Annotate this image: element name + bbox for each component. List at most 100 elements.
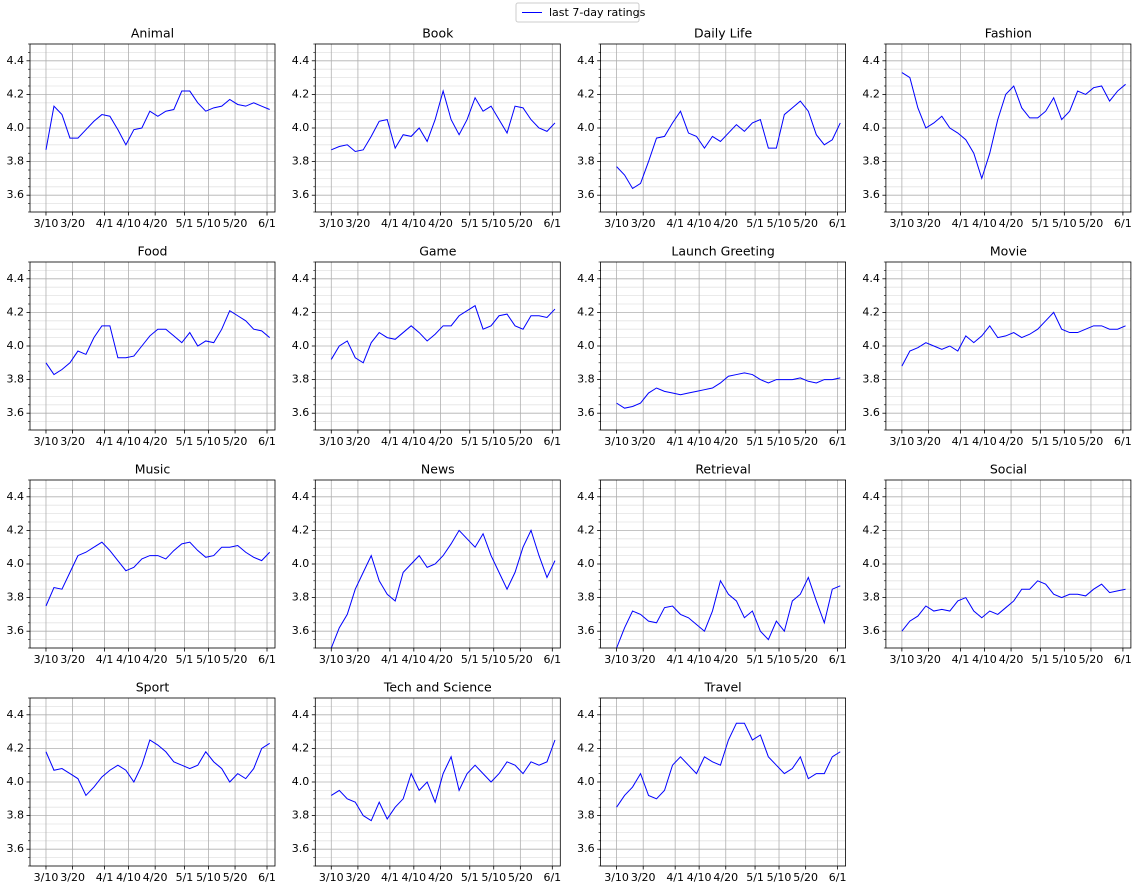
x-tick-label: 5/1 — [746, 871, 764, 884]
panel-title: Movie — [990, 244, 1027, 259]
y-tick-label: 3.8 — [862, 373, 880, 386]
x-tick-label: 5/10 — [767, 435, 792, 448]
y-tick-label: 3.6 — [292, 406, 310, 419]
panel: 3.6 3.8 4.0 4.2 4.4 3/10 3/20 4/1 4/10 4/20 5/1 5/1… — [577, 462, 846, 667]
y-tick-label: 3.8 — [577, 809, 595, 822]
y-tick-label: 3.8 — [577, 155, 595, 168]
y-tick-label: 3.8 — [292, 809, 310, 822]
plot-frame — [29, 479, 276, 649]
x-tick-label: 5/1 — [461, 653, 479, 666]
x-tick-label: 3/10 — [604, 435, 629, 448]
legend: last 7-day ratings — [515, 2, 646, 23]
y-tick-label: 4.0 — [292, 775, 310, 788]
y-tick-label: 3.8 — [292, 373, 310, 386]
panel: 3.6 3.8 4.0 4.2 4.4 3/10 3/20 4/1 4/10 4/20 5/1 5/1… — [7, 244, 276, 449]
y-tick-label: 4.4 — [577, 490, 595, 503]
panel: 3.6 3.8 4.0 4.2 4.4 3/10 3/20 4/1 4/10 4/20 5/1 5/1… — [577, 680, 846, 885]
x-tick-label: 5/20 — [1079, 435, 1104, 448]
x-tick-label: 4/10 — [116, 217, 141, 230]
x-tick-label: 3/10 — [604, 871, 629, 884]
x-tick-label: 3/10 — [890, 435, 915, 448]
y-tick-label: 3.8 — [7, 809, 25, 822]
x-tick-label: 4/10 — [972, 653, 997, 666]
x-tick-label: 4/20 — [713, 435, 738, 448]
x-tick-label: 5/1 — [176, 871, 194, 884]
x-tick-label: 5/1 — [746, 217, 764, 230]
x-tick-label: 4/20 — [428, 435, 453, 448]
x-tick-label: 6/1 — [829, 435, 847, 448]
y-tick-label: 4.0 — [862, 339, 880, 352]
x-tick-label: 5/10 — [1052, 217, 1077, 230]
x-tick-label: 4/10 — [687, 217, 712, 230]
plot-frame — [600, 697, 846, 867]
x-tick-label: 4/1 — [666, 653, 684, 666]
plot-frame — [885, 479, 1132, 649]
line — [616, 372, 841, 409]
x-tick-label: 4/20 — [143, 653, 168, 666]
panel-title: Fashion — [985, 26, 1032, 41]
x-tick-label: 5/20 — [793, 217, 818, 230]
x-tick-label: 5/20 — [793, 653, 818, 666]
y-tick-label: 4.2 — [862, 523, 880, 536]
x-tick-label: 4/1 — [96, 435, 114, 448]
x-tick-label: 5/20 — [793, 435, 818, 448]
x-tick-label: 3/10 — [319, 217, 344, 230]
x-tick-label: 5/10 — [767, 871, 792, 884]
x-tick-label: 5/1 — [461, 435, 479, 448]
y-tick-label: 3.8 — [862, 591, 880, 604]
x-tick-label: 4/10 — [972, 435, 997, 448]
panel: 3.6 3.8 4.0 4.2 4.4 3/10 3/20 4/1 4/10 4/20 5/1 5/1… — [292, 462, 561, 667]
y-tick-label: 4.2 — [292, 523, 310, 536]
line — [616, 722, 841, 808]
x-tick-label: 5/10 — [196, 871, 221, 884]
plot-frame — [885, 43, 1132, 213]
x-tick-label: 6/1 — [258, 653, 276, 666]
y-tick-label: 3.6 — [7, 624, 25, 637]
x-tick-label: 3/10 — [34, 871, 59, 884]
line — [45, 541, 271, 607]
y-tick-label: 3.6 — [862, 624, 880, 637]
y-tick-label: 4.0 — [7, 339, 25, 352]
line — [330, 304, 556, 364]
y-tick-label: 4.0 — [577, 121, 595, 134]
x-tick-label: 5/1 — [1032, 435, 1050, 448]
x-tick-label: 3/20 — [60, 871, 85, 884]
x-tick-label: 4/1 — [381, 435, 399, 448]
y-tick-label: 3.6 — [292, 624, 310, 637]
y-tick-label: 3.8 — [292, 155, 310, 168]
panel-title: News — [421, 462, 455, 477]
x-tick-label: 5/20 — [223, 871, 248, 884]
x-tick-label: 5/1 — [176, 217, 194, 230]
x-tick-label: 3/20 — [916, 435, 941, 448]
x-tick-label: 5/20 — [508, 871, 533, 884]
x-tick-label: 3/10 — [34, 653, 59, 666]
x-tick-label: 5/20 — [508, 435, 533, 448]
x-tick-label: 3/10 — [604, 217, 629, 230]
x-tick-label: 5/10 — [196, 217, 221, 230]
x-tick-label: 4/20 — [143, 217, 168, 230]
x-tick-label: 6/1 — [1114, 217, 1132, 230]
x-tick-label: 4/20 — [713, 653, 738, 666]
x-tick-label: 3/10 — [319, 435, 344, 448]
line — [331, 89, 556, 153]
x-tick-label: 3/20 — [631, 653, 656, 666]
x-tick-label: 3/20 — [346, 435, 371, 448]
x-tick-label: 4/20 — [713, 217, 738, 230]
x-tick-label: 3/20 — [916, 653, 941, 666]
x-tick-label: 6/1 — [543, 871, 561, 884]
x-tick-label: 4/20 — [999, 435, 1024, 448]
x-tick-label: 5/1 — [461, 217, 479, 230]
x-tick-label: 4/1 — [952, 653, 970, 666]
panel: 3.6 3.8 4.0 4.2 4.4 3/10 3/20 4/1 4/10 4/20 5/1 5/1… — [862, 462, 1131, 667]
y-tick-label: 3.8 — [7, 591, 25, 604]
panel-title: Animal — [131, 26, 174, 41]
y-tick-label: 4.4 — [292, 54, 310, 67]
x-tick-label: 4/1 — [96, 653, 114, 666]
y-tick-label: 4.4 — [292, 708, 310, 721]
x-tick-label: 3/10 — [34, 435, 59, 448]
panel-title: Music — [135, 462, 171, 477]
x-tick-label: 5/10 — [767, 653, 792, 666]
y-tick-label: 3.6 — [7, 842, 25, 855]
y-tick-label: 3.6 — [862, 188, 880, 201]
plot-frame — [600, 261, 846, 431]
